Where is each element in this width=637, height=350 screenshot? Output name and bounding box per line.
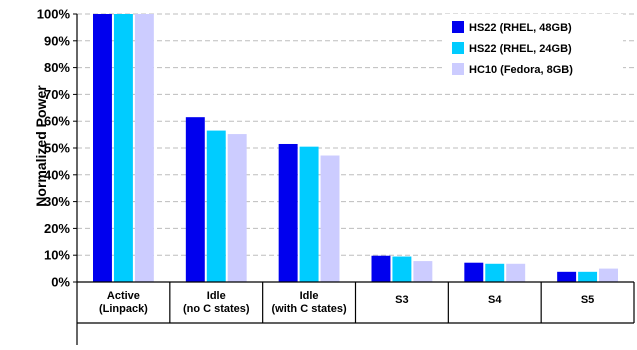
bar — [299, 146, 319, 282]
category-label: (Linpack) — [99, 303, 148, 315]
y-tick-label: 0% — [51, 275, 70, 290]
category-label: Idle — [207, 290, 226, 302]
legend: HS22 (RHEL, 48GB) HS22 (RHEL, 24GB) HC10 (… — [445, 14, 623, 84]
y-tick-label: 80% — [44, 60, 70, 75]
category-label: S5 — [581, 294, 594, 306]
bar — [578, 271, 598, 282]
y-tick-label: 70% — [44, 87, 70, 102]
y-tick-label: 100% — [37, 7, 71, 22]
y-tick-label: 50% — [44, 141, 70, 156]
legend-background — [445, 14, 623, 84]
bar — [485, 263, 505, 282]
bar — [185, 117, 205, 283]
axes — [76, 14, 635, 345]
bar — [93, 14, 112, 282]
y-tick-labels: 0% 10% 20% 30% 40% 50% 60% 70% 80% 90% 100% — [37, 7, 77, 290]
bar — [227, 134, 247, 282]
bar — [392, 256, 412, 282]
legend-label: HC10 (Fedora, 8GB) — [469, 64, 573, 76]
bar — [506, 263, 526, 282]
bar — [413, 261, 433, 282]
y-tick-label: 40% — [44, 167, 70, 182]
category-label: Idle — [300, 290, 319, 302]
bar — [134, 14, 154, 282]
y-tick-label: 90% — [44, 33, 70, 48]
bar — [557, 271, 577, 282]
category-label: S4 — [488, 294, 502, 306]
legend-label: HS22 (RHEL, 48GB) — [469, 22, 572, 34]
legend-swatch — [452, 21, 464, 33]
y-tick-label: 10% — [44, 248, 70, 263]
bar — [599, 268, 618, 282]
category-label: Active — [107, 290, 140, 302]
bar — [464, 262, 484, 282]
legend-label: HS22 (RHEL, 24GB) — [469, 43, 572, 55]
bar — [371, 255, 391, 282]
bar — [113, 14, 133, 282]
legend-swatch — [452, 42, 464, 54]
category-label: (with C states) — [271, 303, 347, 315]
y-axis-label: Normalized Power — [33, 85, 49, 207]
y-tick-label: 20% — [44, 221, 70, 236]
bar — [206, 130, 226, 282]
y-tick-label: 60% — [44, 114, 70, 129]
bars — [93, 14, 618, 283]
category-label: (no C states) — [183, 303, 250, 315]
y-tick-label: 30% — [44, 194, 70, 209]
category-labels: Active(Linpack)Idle(no C states)Idle(wit… — [99, 290, 594, 315]
bar — [278, 143, 298, 282]
legend-swatch — [452, 63, 464, 75]
bar — [320, 155, 340, 282]
category-label: S3 — [395, 294, 408, 306]
